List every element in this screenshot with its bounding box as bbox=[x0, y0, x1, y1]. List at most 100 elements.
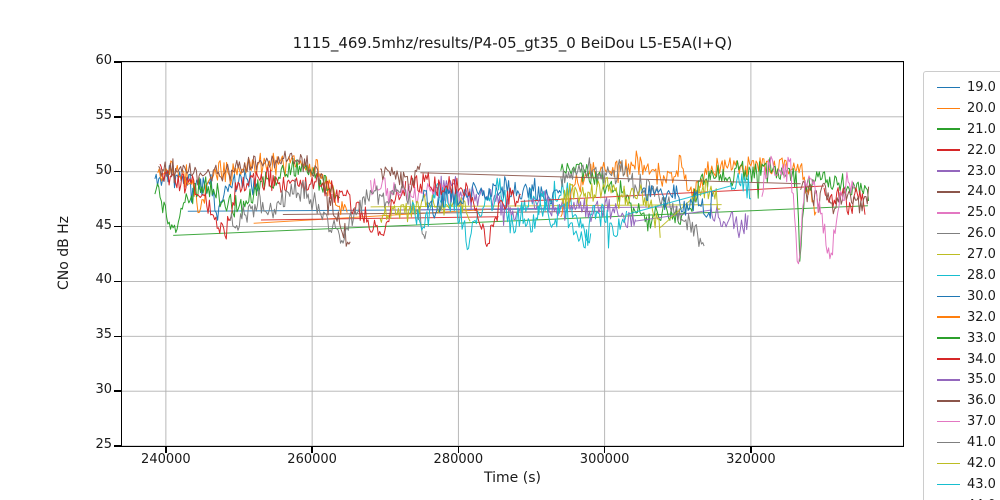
y-tick-mark bbox=[114, 335, 121, 338]
legend-box: 19.0 20.0 21.0 22.0 23.0 24.0 25.0 26.0 27.0 28.0… bbox=[923, 71, 1000, 500]
legend-line-sample bbox=[937, 149, 960, 151]
legend-entry-label: 30.0 bbox=[967, 288, 996, 304]
legend-entry: 44.0 bbox=[937, 495, 1000, 500]
legend-entry: 35.0 bbox=[937, 369, 1000, 390]
x-tick-label: 320000 bbox=[726, 452, 776, 467]
legend-line-sample bbox=[937, 400, 960, 402]
chart-canvas bbox=[121, 61, 903, 446]
legend-line-sample bbox=[937, 337, 960, 339]
series-connector-42.0 bbox=[659, 196, 694, 228]
series-trace-42.0 bbox=[692, 179, 721, 210]
series-trace-35.0 bbox=[529, 189, 636, 228]
y-tick-label: 50 bbox=[95, 162, 112, 178]
legend-entry-label: 42.0 bbox=[967, 455, 996, 471]
legend-entry-label: 41.0 bbox=[967, 435, 996, 451]
legend-line-sample bbox=[937, 128, 960, 131]
legend-entry-label: 43.0 bbox=[967, 476, 996, 492]
legend-entry: 24.0 bbox=[937, 181, 1000, 202]
series-trace-37.0 bbox=[760, 155, 855, 264]
legend-line-sample bbox=[937, 316, 960, 319]
legend-entry-label: 23.0 bbox=[967, 163, 996, 179]
x-tick-label: 240000 bbox=[141, 452, 191, 467]
legend-line-sample bbox=[937, 379, 960, 381]
legend-entry: 43.0 bbox=[937, 474, 1000, 495]
series-connector-34.0 bbox=[520, 184, 824, 202]
legend-entry: 32.0 bbox=[937, 307, 1000, 328]
gridlines bbox=[121, 61, 903, 446]
legend-line-sample bbox=[937, 295, 960, 298]
x-axis-label: Time (s) bbox=[484, 470, 541, 486]
y-tick-label: 30 bbox=[95, 382, 112, 398]
legend-entry: 42.0 bbox=[937, 453, 1000, 474]
legend-entry-label: 20.0 bbox=[967, 100, 996, 116]
legend-entry-label: 36.0 bbox=[967, 393, 996, 409]
legend-entry-label: 44.0 bbox=[967, 498, 996, 500]
y-tick-mark bbox=[114, 280, 121, 283]
series-trace-35.0 bbox=[709, 202, 748, 238]
y-tick-mark bbox=[114, 225, 121, 228]
series-connector-36.0 bbox=[419, 171, 801, 184]
series-trace-21.0 bbox=[153, 157, 340, 233]
legend-line-sample bbox=[937, 274, 960, 277]
legend-line-sample bbox=[937, 191, 960, 193]
legend-entry-label: 34.0 bbox=[967, 351, 996, 367]
legend-line-sample bbox=[937, 358, 960, 360]
legend-entry: 23.0 bbox=[937, 161, 1000, 182]
x-tick-mark bbox=[165, 446, 167, 453]
y-tick-mark bbox=[114, 445, 121, 447]
legend-entry: 25.0 bbox=[937, 202, 1000, 223]
legend-entry: 19.0 bbox=[937, 77, 1000, 98]
series-trace-24.0 bbox=[157, 150, 351, 247]
series-trace-26.0 bbox=[229, 178, 427, 244]
series-trace-43.0 bbox=[519, 190, 627, 248]
legend-entry-label: 19.0 bbox=[967, 79, 996, 95]
x-tick-mark bbox=[750, 446, 752, 453]
legend-line-sample bbox=[937, 211, 960, 214]
legend-entry-label: 27.0 bbox=[967, 247, 996, 263]
y-axis-label: CNo dB Hz bbox=[56, 215, 72, 291]
series-trace-33.0 bbox=[559, 156, 869, 262]
series-trace-22.0 bbox=[159, 163, 406, 239]
legend-entry: 41.0 bbox=[937, 432, 1000, 453]
series-trace-41.0 bbox=[559, 156, 705, 247]
legend-entry-label: 32.0 bbox=[967, 309, 996, 325]
legend-entry: 27.0 bbox=[937, 244, 1000, 265]
legend-entry-label: 21.0 bbox=[967, 121, 996, 137]
x-tick-label: 260000 bbox=[287, 452, 337, 467]
plot-area bbox=[120, 60, 904, 447]
y-tick-mark bbox=[114, 61, 121, 63]
x-tick-mark bbox=[457, 446, 460, 453]
legend-entry-label: 37.0 bbox=[967, 414, 996, 430]
y-tick-label: 40 bbox=[95, 272, 112, 288]
legend-entry-label: 22.0 bbox=[967, 142, 996, 158]
series-trace-30.0 bbox=[421, 175, 561, 219]
legend-entry-label: 33.0 bbox=[967, 330, 996, 346]
legend-line-sample bbox=[937, 232, 960, 235]
series-trace-36.0 bbox=[799, 180, 869, 214]
x-tick-label: 280000 bbox=[433, 452, 484, 467]
x-tick-mark bbox=[311, 446, 313, 453]
legend-line-sample bbox=[937, 107, 960, 110]
y-tick-label: 35 bbox=[95, 327, 112, 343]
legend-entry-label: 24.0 bbox=[967, 184, 996, 200]
series-trace-28.0 bbox=[409, 177, 591, 250]
series-trace-20.0 bbox=[156, 152, 348, 215]
legend-entry: 21.0 bbox=[937, 119, 1000, 140]
legend-entry: 34.0 bbox=[937, 349, 1000, 370]
series-trace-43.0 bbox=[729, 172, 751, 199]
series-trace-36.0 bbox=[379, 162, 421, 193]
legend-entry: 30.0 bbox=[937, 286, 1000, 307]
series-connector-43.0 bbox=[625, 184, 731, 215]
y-tick-label: 60 bbox=[95, 53, 112, 68]
x-tick-mark bbox=[603, 446, 606, 453]
legend-line-sample bbox=[937, 170, 960, 172]
legend-line-sample bbox=[937, 253, 960, 256]
chart-title: 1115_469.5mhz/results/P4-05_gt35_0 BeiDo… bbox=[292, 34, 733, 52]
y-tick-label: 55 bbox=[95, 107, 112, 123]
legend-entry: 22.0 bbox=[937, 140, 1000, 161]
legend-line-sample bbox=[937, 420, 960, 423]
series-trace-44.0 bbox=[640, 183, 713, 219]
y-tick-label: 25 bbox=[95, 437, 112, 452]
legend-line-sample bbox=[937, 462, 960, 465]
y-tick-label: 45 bbox=[95, 217, 112, 233]
